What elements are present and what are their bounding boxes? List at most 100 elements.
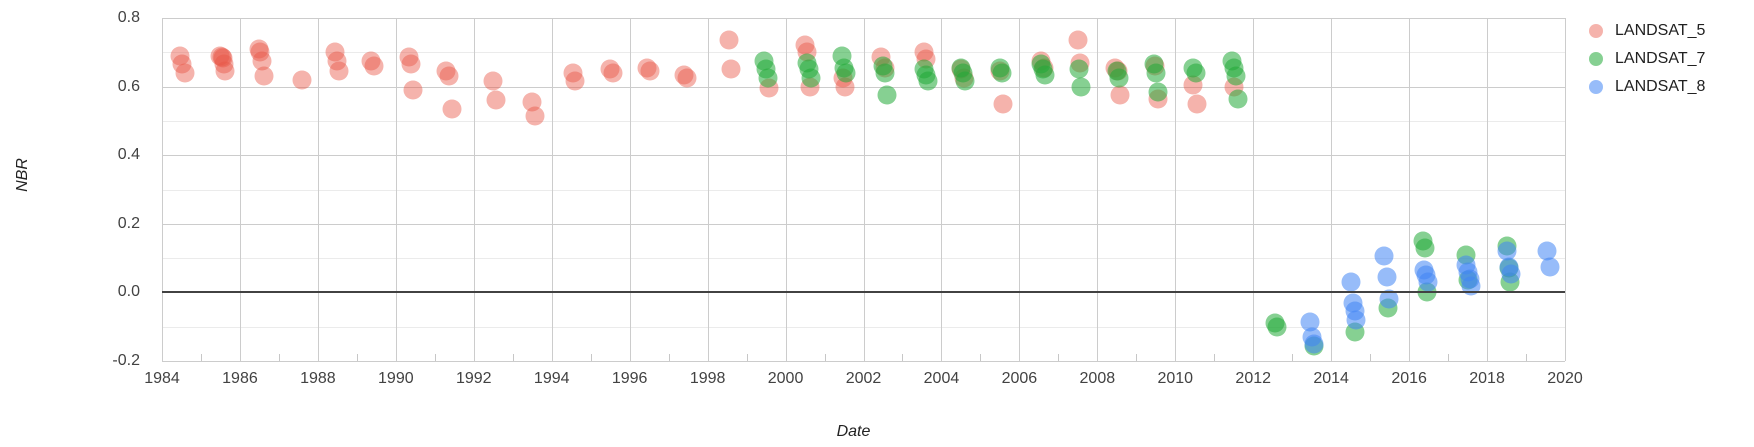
- data-point-landsat-8[interactable]: [1379, 289, 1399, 309]
- data-point-landsat-5[interactable]: [212, 47, 232, 67]
- data-point-landsat-5[interactable]: [525, 106, 545, 126]
- x-minor-tick: [1448, 354, 1450, 361]
- data-point-landsat-5[interactable]: [361, 51, 380, 71]
- data-point-landsat-5[interactable]: [563, 63, 583, 83]
- x-minor-tick: [1526, 354, 1528, 361]
- data-point-landsat-7[interactable]: [801, 68, 821, 88]
- x-minor-tick: [1214, 354, 1216, 361]
- data-point-landsat-5[interactable]: [795, 35, 815, 55]
- data-point-landsat-5[interactable]: [522, 92, 542, 112]
- data-point-landsat-5[interactable]: [914, 42, 934, 62]
- data-point-landsat-5[interactable]: [210, 46, 230, 66]
- data-point-landsat-8[interactable]: [1501, 264, 1521, 284]
- data-point-landsat-8[interactable]: [1346, 310, 1366, 330]
- data-point-landsat-5[interactable]: [329, 61, 349, 81]
- x-tick-label: 1996: [611, 370, 648, 387]
- data-point-landsat-5[interactable]: [172, 54, 192, 74]
- data-point-landsat-5[interactable]: [399, 47, 419, 67]
- data-point-landsat-5[interactable]: [721, 59, 741, 79]
- data-point-landsat-8[interactable]: [1418, 272, 1438, 292]
- data-point-landsat-5[interactable]: [214, 54, 234, 74]
- data-point-landsat-5[interactable]: [252, 51, 272, 71]
- data-point-landsat-5[interactable]: [439, 66, 459, 86]
- data-point-landsat-5[interactable]: [603, 63, 623, 83]
- data-point-landsat-7[interactable]: [1069, 59, 1089, 79]
- data-point-landsat-5[interactable]: [292, 70, 312, 90]
- gridline-x-major: [473, 18, 475, 361]
- data-point-landsat-5[interactable]: [835, 77, 855, 97]
- x-tick-label: 2008: [1079, 370, 1116, 387]
- gridline-x-major: [1331, 18, 1333, 361]
- data-point-landsat-5[interactable]: [565, 71, 585, 91]
- data-point-landsat-5[interactable]: [327, 51, 347, 71]
- data-point-landsat-8[interactable]: [1497, 241, 1517, 261]
- data-point-landsat-7[interactable]: [875, 63, 895, 83]
- x-tick-label: 1998: [689, 370, 726, 387]
- data-point-landsat-7[interactable]: [1186, 63, 1206, 83]
- data-point-landsat-7[interactable]: [877, 85, 897, 105]
- data-point-landsat-8[interactable]: [1341, 272, 1361, 292]
- data-point-landsat-7[interactable]: [1035, 65, 1055, 85]
- data-point-landsat-5[interactable]: [215, 61, 235, 81]
- data-point-landsat-8[interactable]: [1377, 267, 1396, 287]
- data-point-landsat-5[interactable]: [486, 90, 506, 110]
- data-point-landsat-7[interactable]: [955, 71, 975, 91]
- gridline-x-major: [1097, 18, 1099, 361]
- data-point-landsat-5[interactable]: [170, 46, 190, 66]
- data-point-landsat-7[interactable]: [1226, 66, 1246, 86]
- data-point-landsat-5[interactable]: [637, 58, 657, 78]
- data-point-landsat-5[interactable]: [213, 48, 233, 68]
- data-point-landsat-7[interactable]: [1146, 63, 1166, 83]
- x-minor-tick: [590, 354, 592, 361]
- x-tick-label: 2018: [1469, 370, 1505, 387]
- data-point-landsat-7[interactable]: [918, 71, 938, 91]
- data-point-landsat-5[interactable]: [674, 65, 694, 85]
- data-point-landsat-7[interactable]: [1415, 238, 1435, 258]
- data-point-landsat-5[interactable]: [483, 71, 503, 91]
- data-point-landsat-7[interactable]: [1109, 68, 1129, 88]
- data-point-landsat-5[interactable]: [249, 39, 269, 59]
- data-point-landsat-8[interactable]: [1537, 241, 1557, 261]
- data-point-landsat-5[interactable]: [993, 94, 1013, 114]
- data-point-landsat-5[interactable]: [640, 61, 660, 81]
- data-point-landsat-5[interactable]: [175, 63, 195, 83]
- x-minor-tick: [1058, 354, 1060, 361]
- data-point-landsat-7[interactable]: [1267, 317, 1287, 337]
- data-point-landsat-7[interactable]: [992, 63, 1012, 83]
- data-point-landsat-8[interactable]: [1300, 312, 1320, 332]
- data-point-landsat-8[interactable]: [1540, 257, 1560, 277]
- data-point-landsat-5[interactable]: [442, 99, 462, 119]
- data-point-landsat-5[interactable]: [254, 66, 274, 86]
- data-point-landsat-5[interactable]: [1110, 85, 1130, 105]
- data-point-landsat-5[interactable]: [401, 54, 421, 74]
- x-minor-tick: [356, 354, 358, 361]
- data-point-landsat-5[interactable]: [364, 56, 384, 76]
- data-point-landsat-7[interactable]: [836, 63, 856, 83]
- data-point-landsat-5[interactable]: [719, 30, 739, 50]
- gridline-x-major: [1409, 18, 1411, 361]
- data-point-landsat-5[interactable]: [403, 80, 423, 100]
- data-point-landsat-8[interactable]: [1461, 276, 1481, 296]
- data-point-landsat-8[interactable]: [1304, 334, 1324, 354]
- x-minor-tick: [1370, 354, 1372, 361]
- data-point-landsat-5[interactable]: [677, 68, 697, 88]
- data-point-landsat-7[interactable]: [1228, 89, 1248, 109]
- data-point-landsat-5[interactable]: [1187, 94, 1207, 114]
- data-point-landsat-7[interactable]: [1071, 77, 1091, 97]
- data-point-landsat-5[interactable]: [250, 42, 270, 62]
- data-point-landsat-7[interactable]: [758, 68, 778, 88]
- data-point-landsat-5[interactable]: [1068, 30, 1088, 50]
- y-tick-label: 0.4: [117, 146, 140, 164]
- x-tick-label: 2020: [1547, 370, 1583, 387]
- x-minor-tick: [668, 354, 670, 361]
- data-point-landsat-8[interactable]: [1374, 246, 1394, 266]
- data-point-landsat-5[interactable]: [436, 61, 456, 81]
- data-point-landsat-7[interactable]: [1148, 82, 1168, 102]
- x-tick-label: 1986: [222, 370, 258, 387]
- data-point-landsat-5[interactable]: [325, 42, 345, 62]
- x-tick-label: 2012: [1235, 370, 1272, 387]
- x-minor-tick: [200, 354, 202, 361]
- gridline-x-major: [1253, 18, 1255, 361]
- y-tick-label: 0.6: [117, 77, 140, 95]
- data-point-landsat-5[interactable]: [600, 59, 620, 79]
